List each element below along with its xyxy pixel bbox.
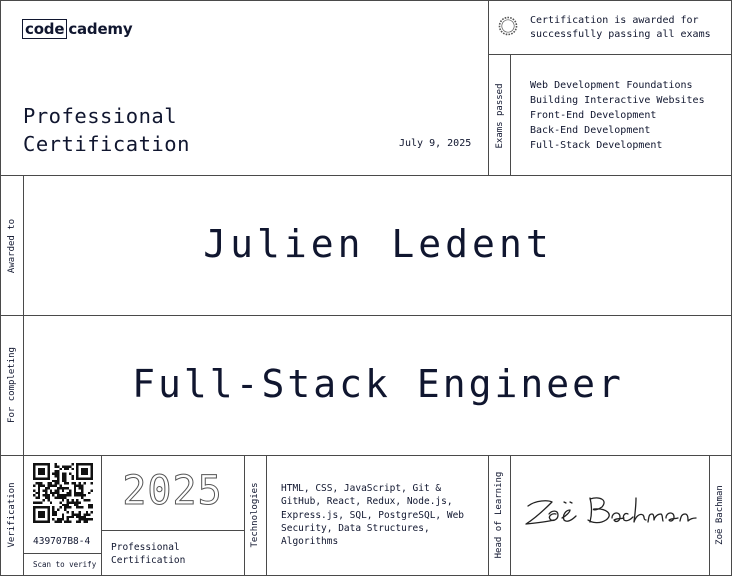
divider [709,455,710,576]
divider [488,455,489,576]
recipient-name: Julien Ledent [203,222,553,266]
divider [488,0,489,176]
awarded-note: Certification is awarded for successfull… [530,14,711,41]
certificate-type: Professional Certification [111,541,185,567]
for-completing-label: For completing [7,347,17,423]
divider [266,455,267,576]
note-line-1: Certification is awarded for [530,15,699,26]
scan-to-verify: Scan to verify [33,560,97,569]
logo-box-text: code [22,19,68,39]
qr-code-icon[interactable] [33,463,93,523]
awarded-to-label: Awarded to [7,218,17,274]
seal-icon [498,16,518,36]
cert-type-line-2: Certification [111,555,186,566]
technologies-line: GitHub, React, Redux, Node.js, [281,496,453,508]
divider [23,175,24,576]
head-of-learning-label: Head of Learning [494,471,504,559]
exams-list: Web Development Foundations Building Int… [530,78,705,153]
signer-name: Zoë Bachman [715,485,725,545]
technologies-line: HTML, CSS, JavaScript, Git & [281,483,442,494]
divider [0,175,732,176]
divider [244,455,245,576]
codecademy-logo: code cademy [22,19,133,39]
technologies-line: Algorithms [281,536,339,548]
title-line-2: Certification [23,132,190,156]
border-top [0,0,732,1]
exam-item: Building Interactive Websites [530,95,705,106]
program-name: Full-Stack Engineer [132,362,624,406]
verification-label: Verification [7,482,17,548]
exam-item: Back-End Development [530,125,651,136]
technologies-line: Security, Data Structures, [281,522,430,534]
technologies-line: Express.js, SQL, PostgreSQL, Web [281,509,465,521]
technologies-label: Technologies [250,482,260,548]
exam-item: Web Development Foundations [530,80,693,91]
divider [0,455,732,456]
border-left [0,0,1,576]
certificate-year: 2025 [122,468,223,515]
divider [101,530,244,531]
divider [101,455,102,576]
exam-item: Full-Stack Development [530,140,663,151]
title-line-1: Professional [23,104,178,128]
issue-date: July 9, 2025 [399,138,472,149]
divider [488,54,732,55]
exam-item: Front-End Development [530,110,657,121]
cert-type-line-1: Professional [111,542,180,553]
divider [0,315,732,316]
signature-image [525,497,697,525]
divider [510,54,511,176]
exams-passed-label: Exams passed [495,83,505,149]
certificate-title: Professional Certification [23,102,190,158]
note-line-2: successfully passing all exams [530,28,711,40]
divider [23,553,101,554]
verification-code: 439707B8-4 [33,536,91,547]
technologies-list: HTML, CSS, JavaScript, Git & GitHub, Rea… [281,482,481,548]
divider [510,455,511,576]
logo-rest-text: cademy [68,20,133,38]
